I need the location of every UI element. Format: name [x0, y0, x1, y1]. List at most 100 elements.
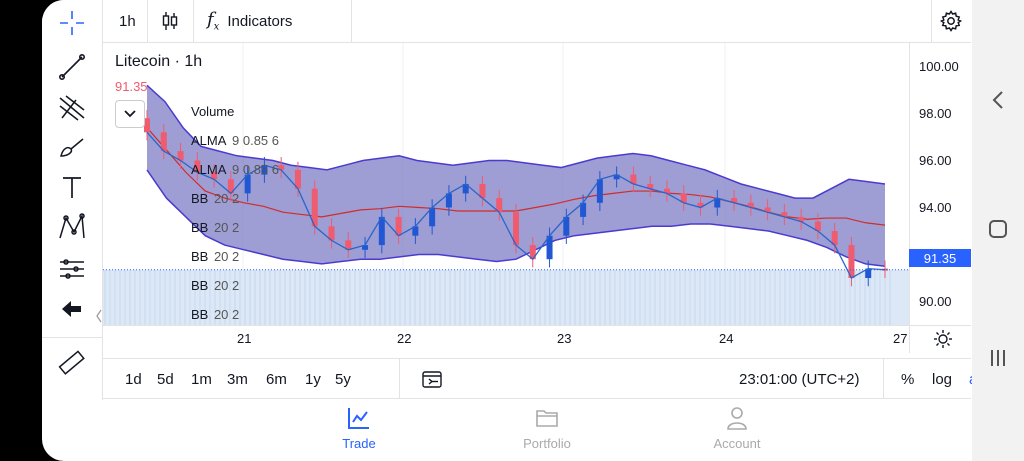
legend-name: BB: [191, 249, 209, 264]
arrow-left-icon[interactable]: [54, 294, 90, 324]
legend-name: BB: [191, 307, 209, 322]
candle-body: [462, 184, 469, 194]
user-icon: [727, 407, 747, 430]
candle-body: [731, 198, 738, 203]
crosshair-icon[interactable]: [54, 8, 90, 38]
candle-body: [781, 212, 788, 217]
legend-params: 20 2: [210, 249, 240, 264]
symbol-title: Litecoin · 1h: [115, 53, 203, 70]
legend-item-alma[interactable]: ALMA 9 0.85 6: [191, 162, 279, 177]
pitchfork-icon[interactable]: [54, 92, 90, 122]
legend-name: BB: [191, 220, 209, 235]
candle-body: [563, 216, 570, 236]
range-3m[interactable]: 3m: [227, 370, 248, 388]
candle-body: [647, 184, 654, 189]
legend-params: 9 0.85 6: [228, 133, 280, 148]
recents-icon[interactable]: [972, 346, 1024, 370]
legend-params: 20 2: [210, 191, 240, 206]
tab-trade[interactable]: Trade: [299, 405, 419, 451]
range-1d[interactable]: 1d: [125, 370, 142, 388]
legend-name: Volume: [191, 104, 235, 119]
measure-icon[interactable]: [54, 254, 90, 284]
candle-body: [311, 188, 318, 227]
legend-params: 9 0.85 6: [228, 162, 280, 177]
candle-body: [697, 202, 704, 208]
legend-params: 20 2: [210, 220, 240, 235]
pattern-icon[interactable]: [54, 212, 90, 242]
range-5d[interactable]: 5d: [157, 370, 174, 388]
drawing-toolbar: [42, 0, 103, 400]
candle-body: [328, 226, 335, 241]
candle-body: [529, 245, 536, 260]
legend-item-bb[interactable]: BB 20 2: [191, 278, 239, 293]
price-tick: 98.00: [919, 105, 952, 121]
interval-label: 1h: [119, 12, 136, 30]
chart-type-button[interactable]: [159, 0, 181, 42]
candle-body: [848, 245, 855, 278]
legend-item-bb[interactable]: BB 20 2: [191, 307, 239, 322]
legend-item-bb[interactable]: BB 20 2: [191, 191, 239, 206]
candle-body: [429, 207, 436, 227]
legend-collapse-button[interactable]: [115, 100, 145, 128]
text-tool-icon[interactable]: [54, 172, 90, 202]
current-price-badge: 91.35: [909, 249, 971, 267]
indicators-button[interactable]: fx Indicators: [207, 0, 292, 42]
candle-body: [580, 202, 587, 217]
range-1m[interactable]: 1m: [191, 370, 212, 388]
legend-params: 20 2: [210, 278, 240, 293]
candle-body: [613, 174, 620, 180]
candle-body: [345, 240, 352, 250]
ruler-icon[interactable]: [54, 348, 90, 378]
alma-line: [146, 131, 886, 279]
candle-body: [362, 245, 369, 250]
legend-name: ALMA: [191, 162, 227, 177]
candle-body: [278, 165, 285, 170]
range-1y[interactable]: 1y: [305, 370, 321, 388]
bb-upper-line: [146, 84, 886, 199]
interval-selector[interactable]: 1h: [119, 0, 136, 42]
price-tick: 94.00: [919, 199, 952, 215]
tab-portfolio[interactable]: Portfolio: [487, 405, 607, 451]
bb-lower-line: [146, 169, 886, 267]
fx-icon: fx: [207, 9, 220, 33]
time-tick: 23: [557, 331, 572, 346]
range-5y[interactable]: 5y: [335, 370, 351, 388]
date-range-button[interactable]: [421, 359, 443, 399]
legend-name: BB: [191, 191, 209, 206]
chart-canvas[interactable]: [103, 43, 971, 353]
clock-time[interactable]: 23:01:00 (UTC+2): [739, 370, 860, 388]
candle-body: [160, 132, 167, 152]
time-tick: 24: [719, 331, 734, 346]
candle-body: [244, 174, 251, 194]
brush-icon[interactable]: [54, 132, 90, 162]
candle-body: [680, 193, 687, 203]
gear-icon: [939, 10, 963, 32]
legend-item-bb[interactable]: BB 20 2: [191, 249, 239, 264]
percent-toggle[interactable]: %: [901, 370, 915, 388]
candle-body: [479, 184, 486, 199]
chart-theme-button[interactable]: [923, 327, 963, 351]
log-toggle[interactable]: log: [932, 370, 953, 388]
last-price-label: 91.35: [115, 79, 148, 94]
candle-body: [445, 193, 452, 208]
legend-item-bb[interactable]: BB 20 2: [191, 220, 239, 235]
candle-body: [294, 169, 301, 189]
candle-body: [211, 172, 218, 180]
trend-line-icon[interactable]: [54, 52, 90, 82]
candle-body: [261, 165, 268, 175]
legend-item-volume[interactable]: Volume: [191, 104, 234, 119]
back-icon[interactable]: [972, 88, 1024, 112]
candle-body: [546, 235, 553, 260]
home-icon[interactable]: [972, 217, 1024, 241]
tab-account[interactable]: Account: [677, 405, 797, 451]
calendar-range-icon: [422, 371, 442, 388]
time-tick: 27: [893, 331, 908, 346]
settings-button[interactable]: [939, 0, 963, 42]
legend-item-alma[interactable]: ALMA 9 0.85 6: [191, 133, 279, 148]
collapse-toolbar-icon[interactable]: [94, 305, 104, 327]
candle-body: [596, 179, 603, 203]
range-6m[interactable]: 6m: [266, 370, 287, 388]
candle-body: [177, 151, 184, 161]
folder-icon: [536, 410, 558, 427]
